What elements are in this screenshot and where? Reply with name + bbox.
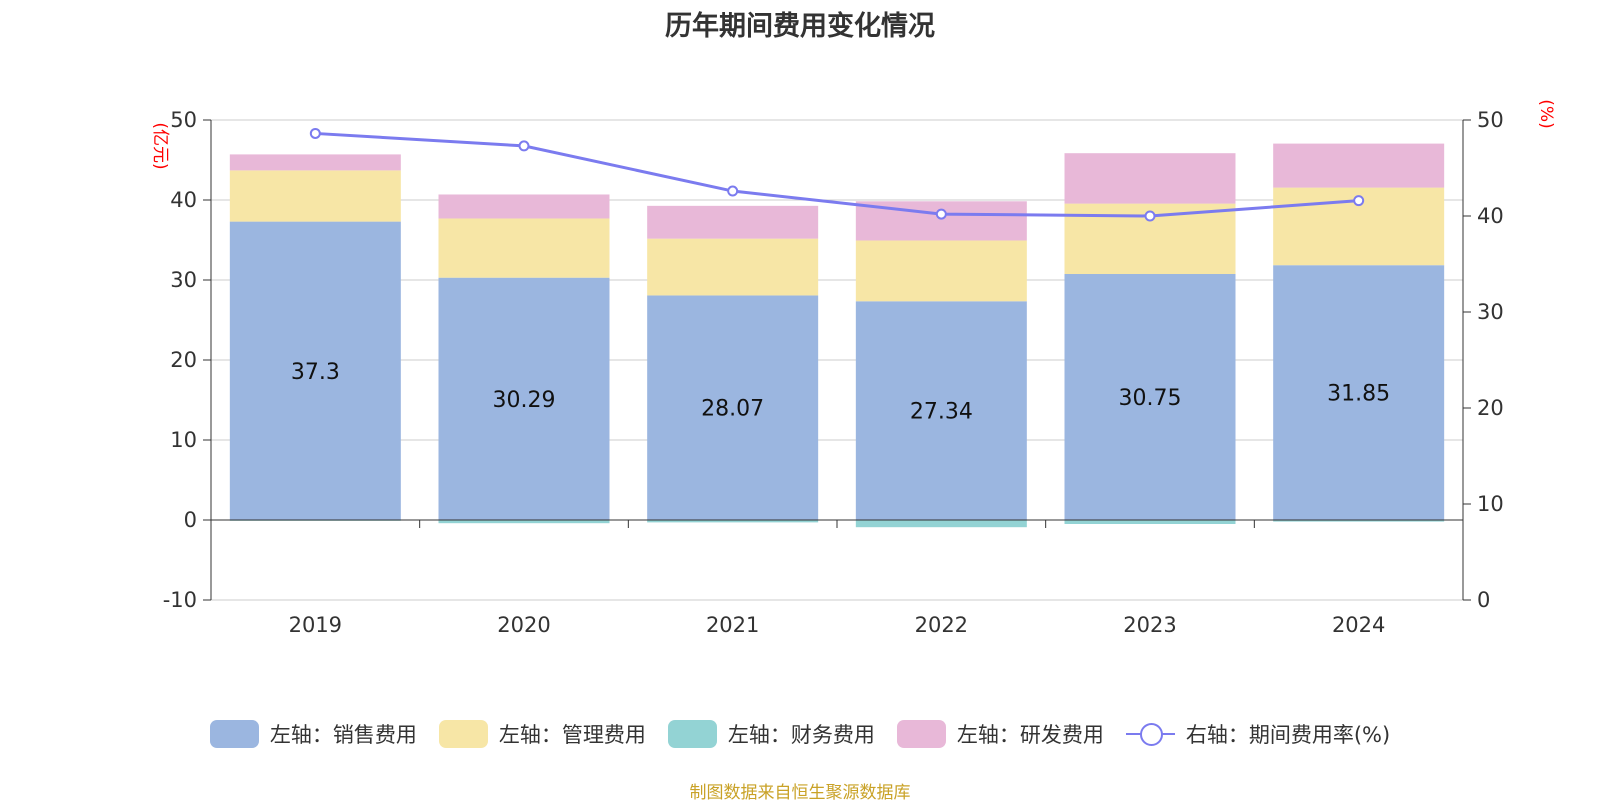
legend-label-finance: 左轴：财务费用 [727,723,875,747]
bar-rnd-2024 [1273,143,1445,188]
legend-swatch-admin [438,720,488,748]
rate-point-2019 [309,127,321,139]
bar-sales-2021 [647,295,819,520]
right-axis-tick-label: 10 [1477,492,1504,516]
bar-rnd-2023 [1064,153,1236,204]
legend: 左轴：销售费用 左轴：管理费用 左轴：财务费用 左轴：研发费用 右轴：期间费用率… [0,719,1600,749]
left-axis-tick-label: 0 [184,508,197,532]
rate-point-2024 [1353,195,1365,207]
bar-sales-2022 [855,301,1027,520]
x-axis-label-2022: 2022 [915,613,968,637]
data-label-sales-2022: 27.34 [910,400,973,425]
bar-admin-2019 [229,170,401,222]
legend-swatch-sales [209,720,259,748]
right-axis-tick-label: 50 [1477,108,1504,132]
source-note: 制图数据来自恒生聚源数据库 [689,783,911,803]
rate-line [315,131,1359,218]
data-label-sales-2020: 30.29 [493,388,556,413]
x-axis-label-2023: 2023 [1123,613,1176,637]
legend-label-rate: 右轴：期间费用率(%) [1185,723,1391,747]
left-axis-tick-label: 50 [170,108,197,132]
bar-rnd-2019 [229,154,401,171]
legend-item-sales[interactable]: 左轴：销售费用 [209,719,417,749]
left-axis-unit: (亿元) [150,122,170,169]
rate-point-2023 [1144,210,1156,222]
legend-swatch-finance [667,720,717,748]
legend-item-rate[interactable]: 右轴：期间费用率(%) [1125,719,1391,749]
data-label-sales-2021: 28.07 [701,397,764,422]
legend-item-finance[interactable]: 左轴：财务费用 [667,719,875,749]
bar-sales-2024 [1273,265,1445,520]
bar-sales-2019 [229,221,401,520]
legend-item-rnd[interactable]: 左轴：研发费用 [896,719,1104,749]
chart-title: 历年期间费用变化情况 [665,11,935,42]
data-label-sales-2023: 30.75 [1119,386,1182,411]
rate-point-2020 [518,140,530,152]
bar-layer [229,143,1445,528]
bar-finance-2022 [855,520,1027,528]
legend-swatch-rnd [896,720,946,748]
bar-rnd-2021 [647,205,819,239]
legend-label-admin: 左轴：管理费用 [498,723,646,747]
bar-finance-2023 [1064,520,1236,524]
bar-admin-2020 [438,218,610,278]
x-axis-label-2024: 2024 [1332,613,1385,637]
data-label-sales-2019: 37.3 [291,360,340,385]
line-layer [309,127,1365,222]
bar-finance-2020 [438,520,610,524]
right-axis-tick-label: 40 [1477,204,1504,228]
left-axis-tick-label: 40 [170,188,197,212]
bar-sales-2020 [438,277,610,520]
left-axis-tick-label: -10 [163,588,197,612]
x-axis-label-2021: 2021 [706,613,759,637]
data-label-sales-2024: 31.85 [1327,382,1390,407]
bar-admin-2021 [647,238,819,296]
legend-line-marker-icon [1125,720,1175,748]
right-axis-tick-label: 20 [1477,396,1504,420]
bar-finance-2024 [1273,520,1445,522]
bar-rnd-2020 [438,194,610,219]
left-axis-tick-label: 20 [170,348,197,372]
grid-layer [211,119,1463,601]
left-axis-tick-label: 30 [170,268,197,292]
x-axis-label-2020: 2020 [497,613,550,637]
rate-point-2021 [727,185,739,197]
right-axis-tick-label: 0 [1477,588,1490,612]
right-axis-tick-label: 30 [1477,300,1504,324]
bar-admin-2022 [855,240,1027,302]
bar-finance-2021 [647,520,819,523]
legend-label-rnd: 左轴：研发费用 [956,723,1104,747]
bar-sales-2023 [1064,274,1236,520]
legend-item-admin[interactable]: 左轴：管理费用 [438,719,646,749]
rate-point-2022 [935,208,947,220]
label-layer: 37.3 30.29 28.07 27.34 30.75 31.85 [291,360,1390,425]
x-axis-label-2019: 2019 [289,613,342,637]
left-axis-tick-label: 10 [170,428,197,452]
right-axis-unit: (%) [1536,99,1556,128]
legend-label-sales: 左轴：销售费用 [269,723,417,747]
